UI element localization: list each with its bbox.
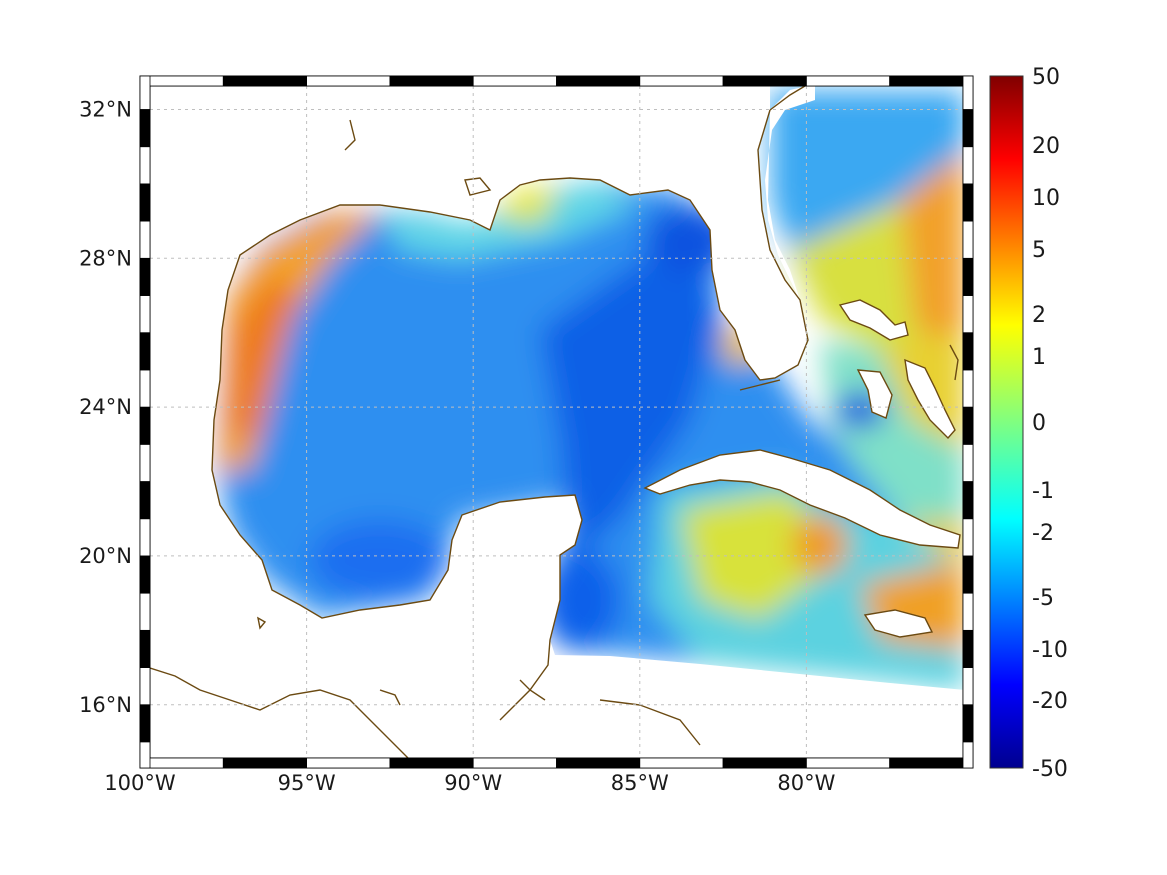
colorbar-tick-label: 0 — [1032, 411, 1046, 436]
frame-segment — [139, 146, 151, 185]
frame-segment — [962, 629, 974, 668]
colorbar-tick-label: -50 — [1032, 757, 1068, 782]
frame-segment — [139, 406, 151, 445]
frame-segment — [139, 555, 151, 594]
coastline — [150, 84, 961, 760]
frame-segment — [639, 757, 724, 769]
frame-segment — [139, 75, 224, 87]
frame-segment — [139, 183, 151, 222]
lon-tick-label: 100°W — [104, 771, 176, 795]
frame-segment — [962, 220, 974, 259]
frame-segment — [222, 75, 308, 87]
colorbar-tick-label: -10 — [1032, 638, 1068, 663]
frame-segment — [889, 75, 974, 87]
frame-segment — [139, 295, 151, 334]
frame-segment — [722, 75, 807, 87]
frame-segment — [962, 555, 974, 594]
frame-segment — [962, 518, 974, 557]
frame-segment — [962, 592, 974, 631]
frame-segment — [222, 757, 308, 769]
lon-tick-label: 90°W — [444, 771, 502, 795]
frame-segment — [139, 704, 151, 743]
colorbar-gradient — [989, 75, 1024, 769]
colorbar-tick-label: -5 — [1032, 586, 1054, 611]
frame-segment — [139, 481, 151, 520]
frame-segment — [962, 332, 974, 371]
frame-segment — [962, 481, 974, 520]
frame-segment — [472, 757, 557, 769]
frame-segment — [139, 332, 151, 371]
frame-segment — [306, 757, 391, 769]
data-field — [150, 84, 965, 760]
colorbar-tick-label: 50 — [1032, 65, 1060, 90]
frame-segment — [139, 518, 151, 557]
frame-segment — [472, 75, 557, 87]
lon-tick-label: 80°W — [777, 771, 835, 795]
frame-segment — [139, 443, 151, 482]
lat-tick-label: 20°N — [79, 544, 132, 568]
colorbar-tick-label: 1 — [1032, 345, 1046, 370]
colorbar-tick-label: -1 — [1032, 479, 1054, 504]
frame-segment — [962, 75, 974, 110]
colorbar-tick-label: 20 — [1032, 134, 1060, 159]
colorbar-tick-label: 5 — [1032, 238, 1046, 263]
colorbar-tick-label: -2 — [1032, 521, 1054, 546]
frame-segment — [139, 220, 151, 259]
frame-segment — [139, 592, 151, 631]
frame-segment — [556, 75, 641, 87]
frame-segment — [639, 75, 724, 87]
frame-segment — [962, 295, 974, 334]
frame-segment — [722, 757, 807, 769]
frame-segment — [962, 183, 974, 222]
lat-tick-label: 28°N — [79, 246, 132, 270]
frame-segment — [962, 257, 974, 296]
frame-segment — [962, 109, 974, 148]
frame-segment — [962, 443, 974, 482]
frame-segment — [139, 629, 151, 668]
lat-tick-label: 32°N — [79, 97, 132, 121]
frame-segment — [139, 369, 151, 408]
frame-segment — [962, 369, 974, 408]
colorbar-tick-label: 2 — [1032, 303, 1046, 328]
frame-segment — [806, 757, 891, 769]
frame-segment — [139, 109, 151, 148]
frame-segment — [806, 75, 891, 87]
frame-segment — [139, 757, 224, 769]
frame-segment — [889, 757, 974, 769]
frame-segment — [962, 406, 974, 445]
lon-tick-label: 85°W — [611, 771, 669, 795]
frame-segment — [556, 757, 641, 769]
colorbar-tick-label: 10 — [1032, 186, 1060, 211]
colorbar-tick-label: -20 — [1032, 689, 1068, 714]
lon-tick-label: 95°W — [278, 771, 336, 795]
frame-segment — [962, 704, 974, 743]
frame-segment — [139, 667, 151, 706]
map-frame — [139, 75, 974, 769]
lat-tick-label: 16°N — [79, 693, 132, 717]
latitude-labels: 32°N 28°N 24°N 20°N 16°N — [79, 97, 132, 716]
lat-tick-label: 24°N — [79, 395, 132, 419]
frame-segment — [139, 257, 151, 296]
frame-segment — [139, 75, 151, 110]
longitude-labels: 100°W 95°W 90°W 85°W 80°W — [104, 771, 835, 795]
frame-segment — [962, 667, 974, 706]
frame-segment — [389, 757, 474, 769]
frame-segment — [962, 146, 974, 185]
frame-segment — [306, 75, 391, 87]
frame-segment — [389, 75, 474, 87]
